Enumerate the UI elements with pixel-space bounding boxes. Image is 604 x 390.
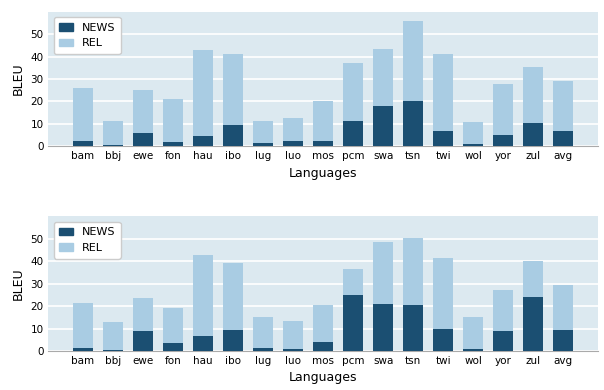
Bar xyxy=(344,269,363,295)
Bar xyxy=(223,330,243,351)
Bar xyxy=(253,347,273,351)
Bar xyxy=(163,142,183,146)
Bar xyxy=(434,258,453,328)
Bar xyxy=(283,141,303,146)
Bar xyxy=(344,295,363,351)
Bar xyxy=(344,63,363,121)
Bar xyxy=(133,133,153,146)
Bar xyxy=(283,118,303,141)
Bar xyxy=(434,54,453,131)
Bar xyxy=(553,285,573,330)
Bar xyxy=(463,349,483,351)
Bar xyxy=(283,321,303,349)
Bar xyxy=(463,317,483,349)
Bar xyxy=(403,21,423,101)
Bar xyxy=(463,122,483,144)
Y-axis label: BLEU: BLEU xyxy=(12,268,25,300)
Bar xyxy=(223,125,243,146)
Bar xyxy=(163,308,183,343)
Bar xyxy=(373,106,393,146)
X-axis label: Languages: Languages xyxy=(289,371,358,385)
Bar xyxy=(524,123,543,146)
Legend: NEWS, REL: NEWS, REL xyxy=(54,17,121,54)
Bar xyxy=(223,54,243,125)
Bar xyxy=(463,144,483,146)
Bar xyxy=(73,141,93,146)
Bar xyxy=(133,331,153,351)
Bar xyxy=(493,291,513,331)
Bar xyxy=(133,90,153,133)
Bar xyxy=(163,99,183,142)
Bar xyxy=(373,49,393,106)
Bar xyxy=(103,322,123,350)
Bar xyxy=(193,337,213,351)
Bar xyxy=(193,136,213,146)
Bar xyxy=(553,330,573,351)
Bar xyxy=(313,141,333,146)
Bar xyxy=(73,303,93,347)
Bar xyxy=(524,67,543,123)
Bar xyxy=(313,342,333,351)
Bar xyxy=(493,331,513,351)
Bar xyxy=(103,145,123,146)
Bar xyxy=(553,81,573,131)
Bar xyxy=(434,328,453,351)
Bar xyxy=(133,298,153,331)
Bar xyxy=(373,304,393,351)
Bar xyxy=(223,264,243,330)
Y-axis label: BLEU: BLEU xyxy=(12,63,25,95)
Bar xyxy=(434,131,453,146)
Bar xyxy=(493,135,513,146)
Bar xyxy=(553,131,573,146)
Bar xyxy=(524,297,543,351)
Bar xyxy=(193,50,213,136)
Bar xyxy=(493,83,513,135)
Bar xyxy=(73,347,93,351)
Bar xyxy=(253,121,273,143)
Bar xyxy=(163,343,183,351)
Legend: NEWS, REL: NEWS, REL xyxy=(54,222,121,259)
Bar xyxy=(283,349,303,351)
Bar xyxy=(253,317,273,347)
Bar xyxy=(313,101,333,141)
Bar xyxy=(253,143,273,146)
X-axis label: Languages: Languages xyxy=(289,167,358,180)
Bar xyxy=(193,255,213,337)
Bar xyxy=(103,350,123,351)
Bar xyxy=(73,88,93,141)
Bar xyxy=(403,238,423,305)
Bar xyxy=(103,121,123,145)
Bar xyxy=(344,121,363,146)
Bar xyxy=(373,242,393,304)
Bar xyxy=(403,101,423,146)
Bar xyxy=(403,305,423,351)
Bar xyxy=(524,261,543,297)
Bar xyxy=(313,305,333,342)
